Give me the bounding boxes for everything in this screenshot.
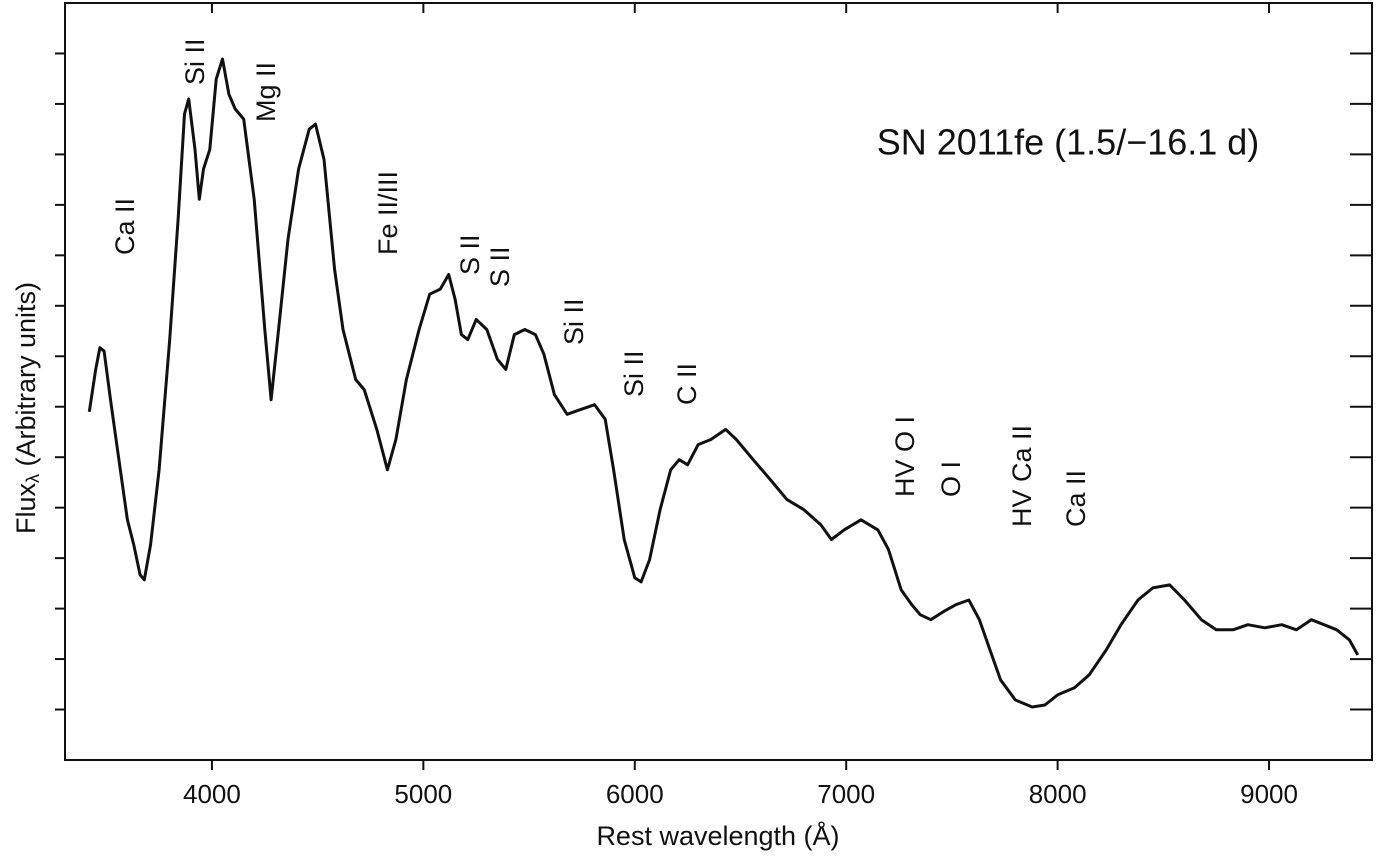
line-annotation: Ca II — [1061, 470, 1091, 527]
y-axis-label: Fluxλ (Arbitrary units) — [11, 282, 43, 534]
y-label-text: Flux — [11, 483, 41, 535]
line-annotation: O I — [936, 461, 966, 497]
y-label-suffix: (Arbitrary units) — [11, 282, 41, 474]
line-annotation: S II — [485, 246, 515, 287]
line-annotation: Ca II — [110, 198, 140, 255]
y-label-subscript: λ — [23, 474, 43, 483]
x-tick-label: 5000 — [394, 779, 452, 809]
line-annotation: S II — [455, 234, 485, 275]
line-annotation: Si II — [619, 350, 649, 397]
x-tick-label: 6000 — [606, 779, 664, 809]
line-annotation: HV O I — [890, 416, 920, 497]
x-tick-label: 7000 — [817, 779, 875, 809]
x-tick-label: 4000 — [183, 779, 241, 809]
chart-title: SN 2011fe (1.5/−16.1 d) — [877, 122, 1260, 163]
x-tick-label: 9000 — [1240, 779, 1298, 809]
line-annotation: C II — [672, 363, 702, 405]
line-annotation: Mg II — [251, 62, 281, 122]
line-annotation: HV Ca II — [1007, 425, 1037, 527]
plot-frame — [64, 2, 1373, 761]
x-tick-label: 8000 — [1029, 779, 1087, 809]
line-annotation: Si II — [559, 298, 589, 345]
spectrum-line — [87, 57, 1360, 709]
x-axis-label: Rest wavelength (Å) — [596, 820, 839, 851]
line-annotation: Fe II/III — [373, 171, 403, 255]
line-annotation: Si II — [180, 38, 210, 85]
